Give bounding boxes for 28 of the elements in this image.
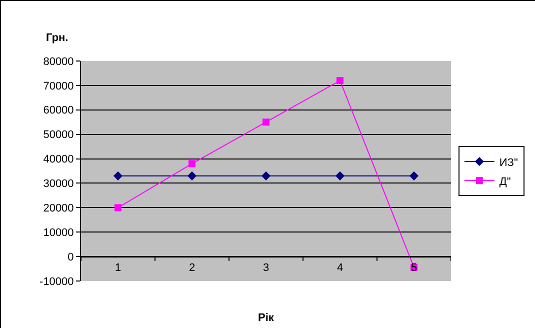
point — [114, 204, 122, 212]
point — [113, 171, 123, 180]
x-tick-label: 4 — [336, 262, 344, 274]
y-tick-label: 20000 — [43, 202, 74, 215]
point — [187, 171, 197, 180]
point — [261, 171, 271, 180]
x-tick-label: 5 — [410, 262, 418, 274]
y-tick-label: 30000 — [43, 178, 74, 190]
x-tick-label: 2 — [188, 262, 196, 274]
y-tick-label: 40000 — [43, 154, 74, 166]
y-axis-title: Грн. — [46, 32, 68, 44]
legend-label: Д" — [499, 176, 511, 188]
x-tick-label: 3 — [262, 262, 270, 274]
x-axis-title: Рік — [258, 312, 274, 324]
point — [262, 118, 270, 126]
x-tick-label: 1 — [114, 262, 122, 274]
y-tick-label: 70000 — [43, 80, 74, 92]
point — [336, 77, 344, 84]
point — [335, 171, 345, 180]
legend-label: ИЗ" — [499, 156, 518, 169]
y-tick-label: -10000 — [40, 276, 74, 288]
y-tick-label: 10000 — [43, 226, 74, 239]
y-tick-label: 80000 — [43, 56, 74, 68]
y-tick-label: 50000 — [43, 129, 74, 142]
y-tick-label: 0 — [68, 251, 74, 264]
point — [188, 160, 196, 168]
point — [409, 171, 419, 180]
y-tick-label: 60000 — [43, 104, 74, 117]
